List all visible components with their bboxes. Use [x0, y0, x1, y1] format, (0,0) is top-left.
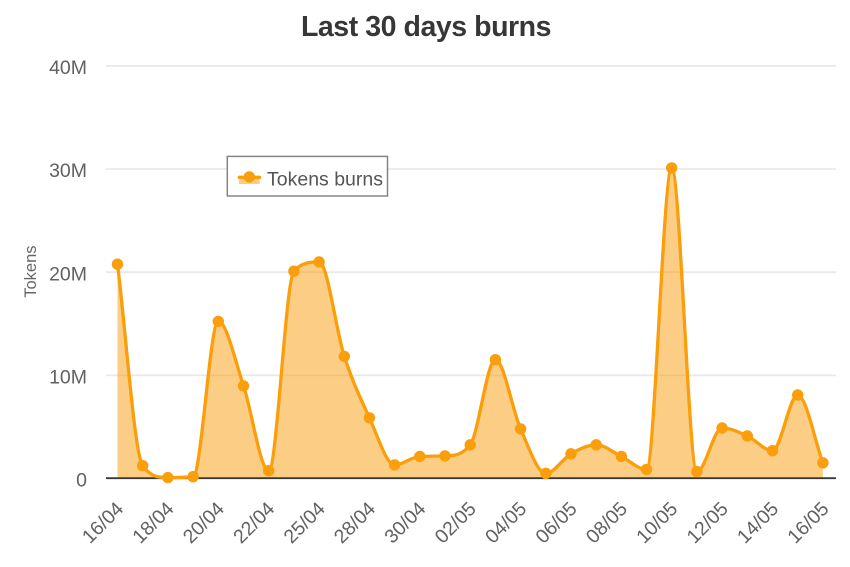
- svg-text:10M: 10M: [49, 367, 87, 389]
- svg-text:12/05: 12/05: [683, 498, 733, 548]
- svg-text:20M: 20M: [49, 263, 87, 285]
- svg-text:Last 30 days burns: Last 30 days burns: [301, 11, 551, 43]
- svg-text:10/05: 10/05: [632, 498, 682, 548]
- svg-text:16/05: 16/05: [783, 498, 833, 548]
- svg-text:40M: 40M: [49, 57, 87, 79]
- svg-text:16/04: 16/04: [78, 498, 128, 548]
- svg-text:0: 0: [76, 470, 87, 492]
- svg-text:25/04: 25/04: [280, 498, 330, 548]
- svg-text:Tokens: Tokens: [22, 245, 40, 297]
- svg-text:Tokens burns: Tokens burns: [267, 169, 383, 191]
- svg-text:06/05: 06/05: [532, 498, 582, 548]
- svg-text:30M: 30M: [49, 160, 87, 182]
- svg-text:02/05: 02/05: [431, 498, 481, 548]
- svg-text:04/05: 04/05: [481, 498, 531, 548]
- svg-text:08/05: 08/05: [582, 498, 632, 548]
- svg-text:22/04: 22/04: [229, 498, 279, 548]
- svg-text:28/04: 28/04: [330, 498, 380, 548]
- svg-text:30/04: 30/04: [380, 498, 430, 548]
- svg-text:14/05: 14/05: [733, 498, 783, 548]
- svg-text:20/04: 20/04: [179, 498, 229, 548]
- svg-text:18/04: 18/04: [128, 498, 178, 548]
